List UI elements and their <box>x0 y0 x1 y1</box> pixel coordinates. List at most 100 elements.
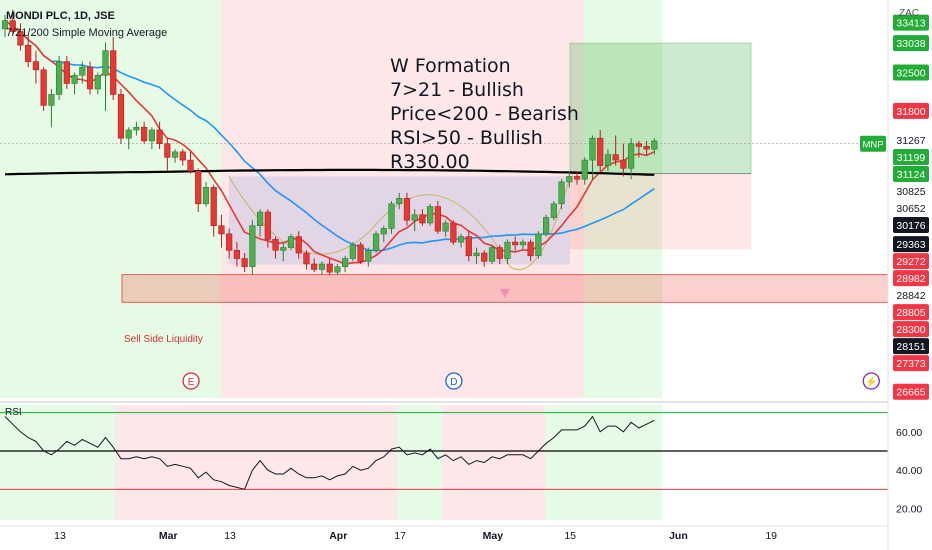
price-label-bg <box>893 102 929 119</box>
candle-body <box>342 258 349 268</box>
candle-body <box>473 252 480 257</box>
price-label-text: 28151 <box>896 341 925 353</box>
candle <box>380 225 387 243</box>
price-label: 30652 <box>893 199 929 216</box>
candle-body <box>651 140 658 150</box>
rsi-line <box>4 415 655 490</box>
candle <box>349 242 356 262</box>
candle-body <box>241 258 248 268</box>
time-axis-label: 17 <box>394 530 406 542</box>
candle <box>148 127 155 150</box>
bg-session-green <box>584 0 662 398</box>
candle <box>604 149 612 172</box>
candle-body <box>32 61 40 71</box>
candle <box>635 140 642 158</box>
candle <box>403 192 411 226</box>
price-label-text: 31267 <box>896 135 925 147</box>
price-label-text: 30176 <box>896 220 925 232</box>
price-label-bg <box>893 148 929 165</box>
candle-body <box>597 137 604 166</box>
price-label-bg <box>893 304 929 321</box>
candle-body <box>25 44 32 62</box>
candle <box>226 228 233 259</box>
candle-body <box>102 50 109 76</box>
candle-body <box>589 137 596 161</box>
candle <box>473 247 480 264</box>
candle <box>427 203 434 226</box>
candle-body <box>164 143 171 158</box>
candle <box>141 121 148 144</box>
rsi-label: RSI <box>5 407 22 418</box>
candle <box>342 255 349 273</box>
annotation-line: R330.00 <box>390 151 470 173</box>
candle <box>388 201 395 234</box>
price-label: 31267 <box>893 131 929 148</box>
candle <box>125 127 132 150</box>
candle-body <box>635 143 642 147</box>
candle <box>612 135 619 166</box>
event-marker[interactable]: E <box>182 372 200 390</box>
candle-body <box>187 159 194 172</box>
candle-body <box>604 154 612 166</box>
candle <box>434 201 441 234</box>
candle <box>25 34 32 68</box>
candle <box>110 36 117 100</box>
event-marker[interactable]: D <box>445 372 463 390</box>
event-marker-text: ⚡ <box>865 375 877 388</box>
candle-body <box>133 126 140 131</box>
event-markers[interactable]: E D ⚡ <box>182 372 880 390</box>
candle-body <box>272 239 279 251</box>
candle-body <box>457 236 465 243</box>
price-label-bg <box>893 383 929 400</box>
candle-body <box>643 146 650 150</box>
candle-body <box>210 187 217 226</box>
candle <box>63 56 70 89</box>
candle-body <box>519 241 527 246</box>
candle-body <box>79 66 86 76</box>
price-label-bg <box>893 270 929 287</box>
rsi-bg-green <box>0 405 115 520</box>
candle-body <box>334 266 341 273</box>
candle-body <box>465 236 472 257</box>
candle <box>527 239 534 262</box>
sma-200-line <box>4 168 655 176</box>
price-label-text: 28982 <box>896 273 925 285</box>
candle <box>249 220 256 275</box>
candle-body <box>141 126 148 142</box>
liquidity-arrow <box>500 288 510 298</box>
candle-body <box>419 214 426 224</box>
rsi-scale-label: 20.00 <box>896 504 922 516</box>
candle <box>71 72 78 95</box>
candle-body <box>125 129 132 139</box>
candle-body <box>488 247 496 262</box>
price-label-bg <box>893 338 929 355</box>
price-label: 28982 <box>893 270 929 287</box>
price-label-text: 29363 <box>896 239 925 251</box>
currency-label: ZAC <box>899 8 919 19</box>
candle <box>241 253 248 273</box>
price-label: 26665 <box>893 383 929 400</box>
candle-body <box>171 151 179 158</box>
candle <box>287 233 295 251</box>
price-label-text: 28805 <box>896 307 925 319</box>
price-label: 31124 <box>893 165 929 182</box>
price-label: 28805 <box>893 304 929 321</box>
price-label-bg <box>893 35 929 52</box>
price-label-text: 33413 <box>896 18 925 30</box>
candle <box>9 9 16 35</box>
candle-body <box>110 50 117 95</box>
ticker-badge-text: MNP <box>862 140 883 151</box>
candle <box>519 239 527 251</box>
event-marker[interactable]: ⚡ <box>862 372 880 390</box>
candle <box>156 121 163 150</box>
time-axis-label: May <box>483 530 504 542</box>
candle-body <box>365 250 372 262</box>
candle <box>256 209 264 237</box>
price-axis: 33413 33038 32500 31800 31267 31199 31124 30825… <box>860 0 932 550</box>
candle <box>233 242 241 267</box>
candle-body <box>40 69 47 106</box>
candle <box>56 56 63 100</box>
candles <box>1 9 658 275</box>
candle-body <box>372 233 380 251</box>
